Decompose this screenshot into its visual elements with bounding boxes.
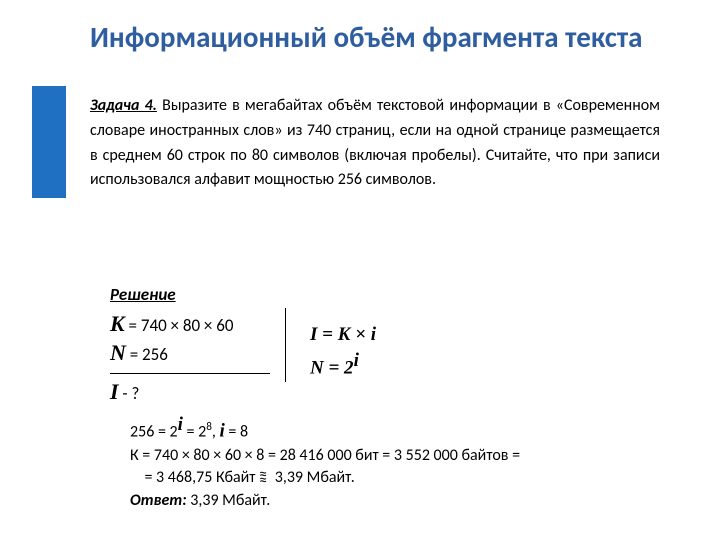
- page-title: Информационный объём фрагмента текста: [90, 22, 680, 54]
- solution-box: K = 740 × 80 × 60 N = 256 I - ? I = K × …: [110, 310, 540, 398]
- answer-value: 3,39 Мбайт.: [187, 491, 271, 510]
- decorative-sidebar: [32, 86, 66, 198]
- formula-N: N = 2i: [310, 348, 376, 381]
- separator-horizontal: [110, 373, 270, 374]
- given-K: K = 740 × 80 × 60: [110, 310, 285, 339]
- calculation-block: 256 = 2i = 28, i = 8 К = 740 × 80 × 60 ×…: [130, 412, 660, 512]
- given-block: K = 740 × 80 × 60 N = 256 I - ?: [110, 310, 285, 407]
- solution-label: Решение: [110, 284, 176, 305]
- given-I: I - ?: [110, 378, 285, 407]
- formula-I: I = K × i: [310, 322, 376, 348]
- calc-line-1: 256 = 2i = 28, i = 8: [130, 412, 660, 445]
- task-label: Задача 4.: [90, 96, 157, 115]
- answer-line: Ответ: 3,39 Мбайт.: [130, 490, 660, 512]
- answer-label: Ответ:: [130, 491, 187, 510]
- given-N-value: = 256: [126, 344, 168, 365]
- calc-line-3: = 3 468,75 Кбайт 3,39 Мбайт.: [130, 467, 660, 489]
- formula-block: I = K × i N = 2i: [310, 322, 376, 381]
- given-K-value: = 740 × 80 × 60: [125, 315, 234, 336]
- calc-line-2: К = 740 × 80 × 60 × 8 = 28 416 000 бит =…: [130, 445, 660, 467]
- given-I-query: - ?: [119, 383, 140, 404]
- given-N: N = 256: [110, 339, 285, 368]
- separator-vertical: [285, 308, 286, 382]
- problem-text: Выразите в мегабайтах объём текстовой ин…: [90, 96, 660, 189]
- problem-statement: Задача 4. Выразите в мегабайтах объём те…: [90, 94, 660, 193]
